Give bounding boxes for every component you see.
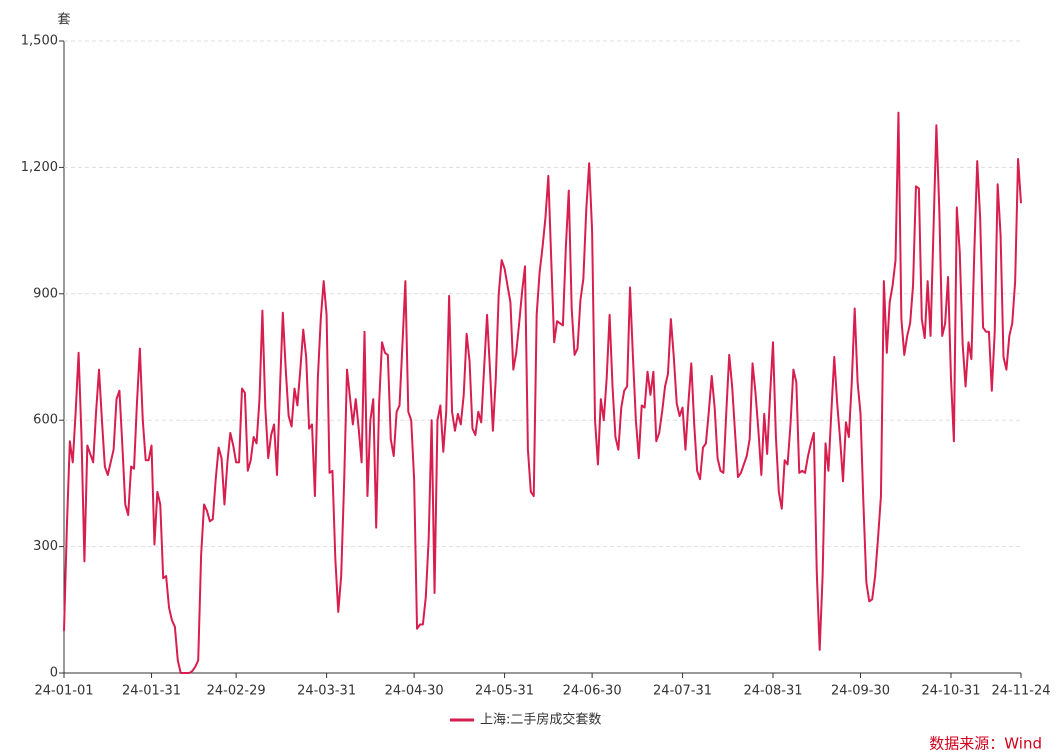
source-note: 数据来源：Wind — [929, 735, 1042, 753]
x-tick-label: 24-02-29 — [207, 684, 266, 699]
legend-label: 上海:二手房成交套数 — [480, 712, 601, 728]
data-line — [63, 111, 1022, 674]
y-tick-label: 1,200 — [21, 160, 58, 175]
y-tick-label: 300 — [33, 539, 58, 554]
y-tick-label: 0 — [50, 666, 58, 681]
x-tick-label: 24-05-31 — [475, 684, 534, 699]
x-tick-label: 24-09-30 — [831, 684, 890, 699]
x-tick-label: 24-04-30 — [385, 684, 444, 699]
x-tick-label: 24-01-31 — [122, 684, 181, 699]
x-tick-label: 24-10-31 — [921, 684, 980, 699]
y-unit: 套 — [57, 12, 70, 28]
x-tick-label: 24-07-31 — [653, 684, 712, 699]
y-tick-label: 900 — [33, 286, 58, 301]
y-tick-label: 600 — [33, 413, 58, 428]
y-tick-label: 1,500 — [21, 34, 58, 49]
x-tick-label: 24-11-24 — [991, 684, 1050, 699]
x-tick-label: 24-06-30 — [563, 684, 622, 699]
x-tick-label: 24-01-01 — [34, 684, 93, 699]
x-tick-label: 24-03-31 — [297, 684, 356, 699]
x-tick-label: 24-08-31 — [743, 684, 802, 699]
